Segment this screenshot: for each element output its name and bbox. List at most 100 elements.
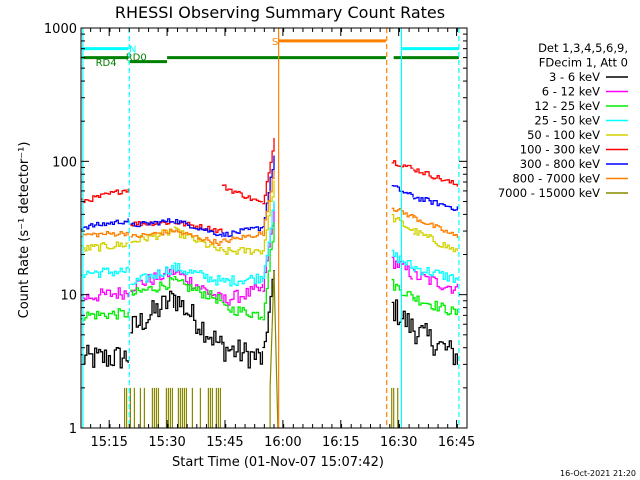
series-segment <box>221 184 264 203</box>
axes-layer: 15:15 15:30 15:45 16:00 16:15 16:30 16:45 1 10 10… <box>44 22 475 450</box>
flag-s: S <box>272 37 386 48</box>
series-12-25-kev <box>81 222 458 321</box>
series-segment <box>262 169 275 237</box>
series-segment <box>413 227 458 253</box>
y-tick-label: 100 <box>52 155 77 170</box>
x-axis-label: Start Time (01-Nov-07 15:07:42) <box>172 455 384 470</box>
series-segment <box>221 339 264 369</box>
series-segment <box>81 287 129 302</box>
series-segment <box>221 273 264 287</box>
legend-header: Det 1,3,4,5,6,9, <box>538 41 628 55</box>
series-segment <box>130 228 175 239</box>
y-tick-label: 1 <box>69 422 77 437</box>
legend-entry-label: 6 - 12 keV <box>542 85 600 99</box>
series-segment <box>413 196 458 211</box>
series-segment <box>221 231 264 244</box>
series-segment <box>130 277 175 296</box>
series-segment <box>173 269 223 301</box>
flag-rd4: RD4 <box>96 58 168 69</box>
series-segment <box>173 294 223 346</box>
series-segment <box>221 226 264 238</box>
series-segment <box>391 213 414 232</box>
series-segment <box>221 301 264 320</box>
series-segment <box>173 229 223 247</box>
legend-entry-label: 7000 - 15000 keV <box>498 186 600 200</box>
high-energy-block <box>124 387 128 428</box>
series-segment <box>173 218 223 238</box>
series-segment <box>81 308 129 321</box>
series-segment <box>391 207 414 219</box>
x-tick-label: 16:00 <box>264 435 301 450</box>
x-tick-label: 16:30 <box>380 435 417 450</box>
series-segment <box>130 218 175 228</box>
legend: Det 1,3,4,5,6,9,FDecim 1, Att 03 - 6 keV… <box>498 41 628 200</box>
series-segment <box>413 215 458 238</box>
flag-label: RD0 <box>126 53 147 64</box>
chart-title: RHESSI Observing Summary Count Rates <box>115 3 445 22</box>
legend-entry-label: 3 - 6 keV <box>549 70 600 84</box>
flag-label: S <box>272 37 278 48</box>
series-segment <box>413 322 458 366</box>
legend-header: FDecim 1, Att 0 <box>539 56 628 70</box>
series-segment <box>130 290 175 334</box>
series-segment <box>262 200 275 280</box>
x-tick-label: 15:15 <box>90 435 127 450</box>
series-3-6-kev <box>81 270 458 369</box>
y-tick-label: 1000 <box>44 22 77 37</box>
series-segment <box>391 279 414 301</box>
y-axis-label: Count Rate (s⁻¹ detector⁻¹) <box>17 142 32 319</box>
series-segment <box>413 295 458 316</box>
series-7000-15000-kev <box>124 271 399 429</box>
vline-layer <box>82 28 460 428</box>
series-segment <box>413 168 458 187</box>
series-segment <box>413 265 458 283</box>
series-segment <box>391 249 414 269</box>
series-segment <box>81 344 129 369</box>
series-segment <box>130 220 175 227</box>
legend-entry-label: 300 - 800 keV <box>520 157 600 171</box>
x-tick-label: 15:45 <box>206 435 243 450</box>
series-segment <box>81 230 129 238</box>
series-segment <box>173 262 223 286</box>
series-segment <box>221 247 264 255</box>
footer-date: 16-Oct-2021 21:20 <box>560 469 636 478</box>
series-segment <box>81 218 129 230</box>
series-segment <box>81 241 129 252</box>
x-tick-label: 15:30 <box>148 435 185 450</box>
series-segment <box>130 264 175 286</box>
high-energy-spike <box>269 271 279 429</box>
series-layer <box>81 138 458 429</box>
high-energy-block <box>129 387 221 428</box>
legend-entry-label: 800 - 7000 keV <box>512 172 600 186</box>
series-segment <box>262 222 275 321</box>
series-segment <box>391 256 413 280</box>
series-segment <box>81 188 129 204</box>
flag-label: N <box>129 45 136 56</box>
x-tick-label: 16:45 <box>438 435 475 450</box>
series-segment <box>81 266 129 279</box>
flag-rd0: RD0 <box>81 53 459 64</box>
series-segment <box>262 270 275 349</box>
series-800-7000-kev <box>81 169 458 247</box>
series-25-50-kev <box>81 200 458 287</box>
high-energy-block <box>391 387 399 428</box>
legend-entry-label: 100 - 300 keV <box>520 143 600 157</box>
series-segment <box>262 138 275 205</box>
series-segment <box>173 276 223 304</box>
series-segment <box>262 180 275 252</box>
series-segment <box>391 299 414 334</box>
series-segment <box>262 155 275 228</box>
series-segment <box>391 184 414 198</box>
flag-n: N <box>81 45 459 56</box>
series-segment <box>413 269 458 294</box>
legend-entry-label: 12 - 25 keV <box>534 99 600 113</box>
y-tick-label: 10 <box>60 289 77 304</box>
series-segment <box>391 160 414 169</box>
series-segment <box>173 220 223 233</box>
x-tick-label: 16:15 <box>322 435 359 450</box>
series-segment <box>130 229 175 243</box>
series-segment <box>221 283 264 306</box>
series-300-800-kev <box>81 155 458 238</box>
